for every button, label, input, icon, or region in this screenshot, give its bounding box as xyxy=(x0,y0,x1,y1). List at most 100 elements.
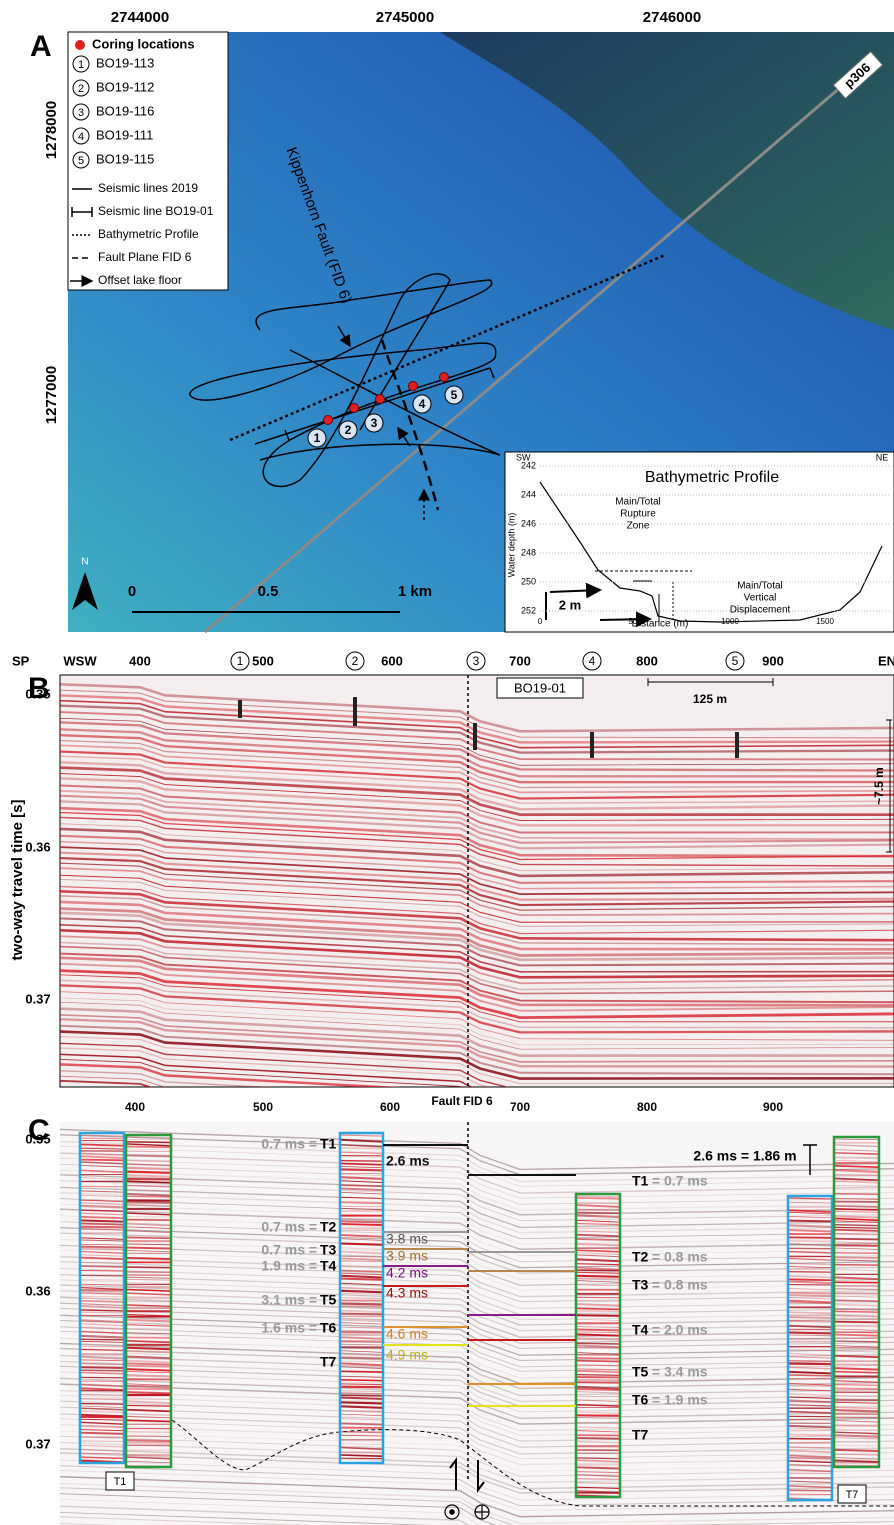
trace-stripe xyxy=(79,1243,125,1246)
reflector xyxy=(60,1360,894,1403)
inset-y-label: Water depth (m) xyxy=(506,513,516,578)
inset-offset: 2 m xyxy=(559,597,581,612)
trace-stripe xyxy=(339,1302,384,1306)
trace-stripe xyxy=(339,1430,384,1434)
trace-stripe xyxy=(833,1464,880,1467)
x-coordinate: 2745000 xyxy=(376,9,434,26)
line-label-box xyxy=(496,677,584,699)
panel-label: C xyxy=(28,1114,50,1147)
trace-stripe xyxy=(833,1241,880,1244)
trace-stripe xyxy=(575,1254,621,1258)
scale-label: 1 km xyxy=(398,583,432,600)
inset-x-tick: 1500 xyxy=(816,617,834,626)
reflector xyxy=(60,1221,894,1263)
trace-stripe xyxy=(125,1192,172,1197)
trace-stripe xyxy=(787,1359,833,1363)
y-tick: 0.36 xyxy=(25,1283,50,1298)
core-badge xyxy=(466,651,486,671)
trace-stripe xyxy=(125,1374,172,1378)
trace-stripe xyxy=(787,1250,833,1254)
trace-stripe xyxy=(833,1406,880,1410)
trace-stripe xyxy=(833,1387,880,1391)
trace-stripe xyxy=(787,1278,833,1281)
core-badge-number: 5 xyxy=(451,388,458,402)
trace-stripe xyxy=(339,1234,384,1238)
reflector xyxy=(60,1058,463,1087)
core-badge xyxy=(307,428,327,448)
reflector xyxy=(60,1371,894,1413)
reflector xyxy=(60,941,894,991)
trace-stripe xyxy=(79,1295,125,1298)
trace-stripe xyxy=(833,1350,880,1353)
trace-stripe xyxy=(787,1424,833,1429)
tag: T7 xyxy=(846,1489,859,1501)
reflector xyxy=(60,744,894,794)
trace-stripe xyxy=(79,1152,125,1156)
legend-entry: Seismic line BO19-01 xyxy=(98,204,214,218)
reflector xyxy=(60,728,894,778)
sp-label: SP xyxy=(12,653,30,668)
reflector xyxy=(60,1079,153,1087)
horizon-name: T2 xyxy=(320,1219,337,1235)
inset-y-tick: 242 xyxy=(521,460,536,470)
trace-stripe xyxy=(833,1220,880,1223)
trace-stripe xyxy=(833,1205,880,1208)
trace-stripe xyxy=(833,1160,880,1163)
trace-stripe xyxy=(339,1375,384,1378)
trace-stripe xyxy=(833,1429,880,1432)
trace-stripe xyxy=(125,1201,172,1204)
trace-stripe xyxy=(125,1400,172,1404)
trace-stripe xyxy=(787,1209,833,1213)
reflector xyxy=(60,1261,894,1303)
sp-tick: 900 xyxy=(763,1100,783,1114)
reflector xyxy=(60,1208,894,1250)
trace-stripe xyxy=(575,1352,621,1355)
trace-stripe xyxy=(787,1201,833,1204)
trace-stripe xyxy=(125,1328,172,1330)
trace-stripe xyxy=(79,1265,125,1268)
reflector xyxy=(60,683,894,733)
trace-stripe xyxy=(125,1359,172,1364)
trace-stripe xyxy=(125,1296,172,1299)
trace-stripe xyxy=(575,1414,621,1417)
reflector xyxy=(60,956,894,1007)
trace-stripe xyxy=(833,1295,880,1298)
trace-stripe xyxy=(339,1305,384,1308)
equals: = xyxy=(309,1136,317,1152)
trace-stripe xyxy=(575,1333,621,1337)
trace-stripe xyxy=(79,1452,125,1455)
trace-stripe xyxy=(787,1291,833,1295)
trace-stripe xyxy=(787,1284,833,1286)
reflector xyxy=(60,1441,894,1484)
trace-stripe xyxy=(125,1383,172,1386)
trace-stripe xyxy=(125,1355,172,1360)
trace-stripe xyxy=(79,1425,125,1428)
tag: T1 xyxy=(114,1476,127,1488)
reflector xyxy=(60,1354,894,1397)
trace-stripe xyxy=(787,1296,833,1300)
offset-value: 4.3 ms xyxy=(386,1285,428,1301)
trace-stripe xyxy=(833,1237,880,1241)
y-coordinate: 1277000 xyxy=(43,366,60,424)
trace-stripe xyxy=(79,1137,125,1140)
reflector xyxy=(60,857,894,907)
trace-stripe xyxy=(339,1277,384,1281)
inset-annotation: Displacement xyxy=(730,605,791,616)
trace-stripe xyxy=(787,1374,833,1377)
reflector xyxy=(60,885,894,935)
trace-stripe xyxy=(125,1460,172,1464)
reflector xyxy=(60,1169,894,1211)
trace-stripe xyxy=(79,1185,125,1188)
reflector xyxy=(60,1047,491,1087)
trace-stripe xyxy=(125,1419,172,1423)
legend-core-name: BO19-116 xyxy=(96,103,154,118)
trace-stripe xyxy=(575,1344,621,1349)
trace-stripe xyxy=(833,1459,880,1463)
trace-stripe xyxy=(575,1227,621,1230)
trace-stripe xyxy=(79,1299,125,1303)
pick-value: 2.0 ms xyxy=(664,1322,708,1338)
legend-entry: Offset lake floor xyxy=(98,273,182,287)
reflector xyxy=(60,811,894,861)
reflector xyxy=(60,974,894,1023)
trace-stripe xyxy=(787,1331,833,1335)
